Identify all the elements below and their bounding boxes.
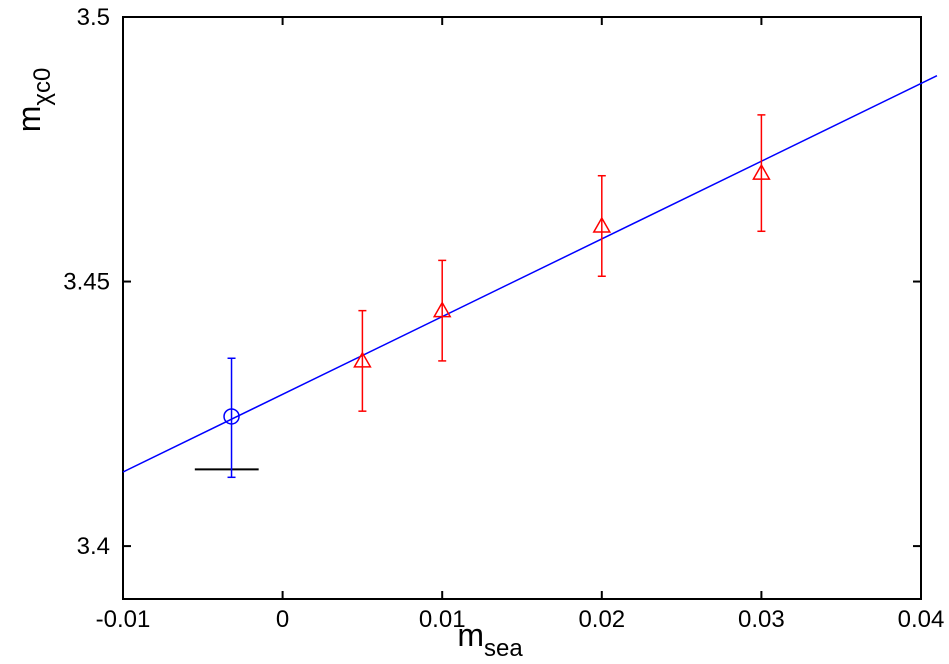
x-tick-label: 0 [276,606,289,633]
x-tick-label: 0.03 [738,606,785,633]
fit-line-group [122,75,938,473]
data-point-triangle [353,351,372,368]
x-tick-label: -0.01 [96,606,151,633]
x-tick-label: 0.01 [419,606,466,633]
data-point-triangle [592,216,612,233]
x-tick-label: 0.04 [898,606,945,633]
y-axis-label: mχc0 [11,68,56,133]
data-point-circle [223,408,240,425]
y-axis-label-sub: χc0 [29,68,56,106]
plot-frame [122,16,922,600]
y-tick-label: 3.4 [77,533,110,560]
data-point-triangle [432,301,452,318]
y-tick-label: 3.45 [63,269,110,296]
data-marks [223,114,771,479]
x-axis-label-sub: sea [484,635,523,662]
x-tick-label: 0.02 [578,606,625,633]
fit-line [122,75,938,473]
y-axis-label-main: m [11,106,47,133]
x-axis-label-main: m [457,617,484,653]
axis-ticks: -0.01 0 0.01 0.02 0.03 0.04 3.4 3.45 3.5 [63,4,944,633]
y-tick-label: 3.5 [77,4,110,31]
data-point-triangle [752,163,771,180]
x-axis-label: msea [457,617,523,662]
